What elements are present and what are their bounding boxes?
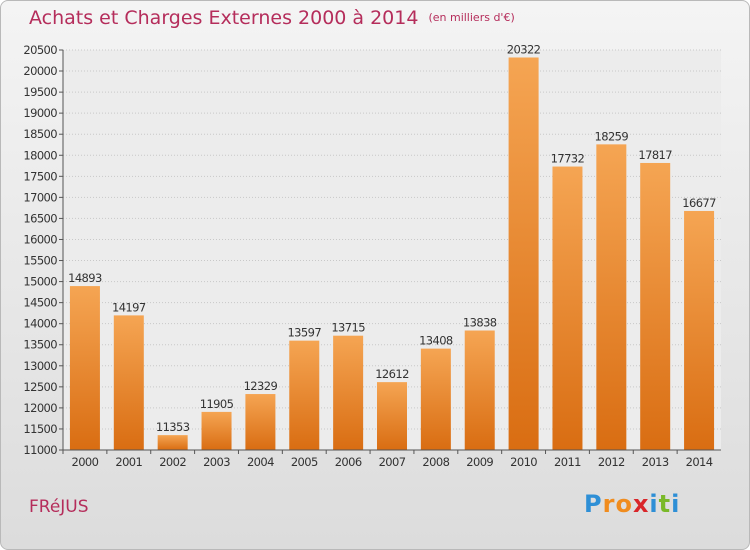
value-label: 14893 [68,271,102,285]
x-tick-label: 2004 [247,455,274,469]
logo-letter: o [615,490,633,518]
value-label: 14197 [112,300,146,314]
x-tick-label: 2000 [71,455,98,469]
bar [201,411,232,450]
value-label: 17817 [638,148,672,162]
y-axis-ticks: 11000 11500 12000 12500 13000 13500 14000 14500… [23,43,63,457]
x-tick-label: 2006 [335,455,362,469]
value-labels: 14893 14197 11353 11905 12329 13597 13715 12612… [68,42,717,434]
bar [640,162,671,450]
value-label: 11905 [200,397,234,411]
y-tick-label: 12000 [23,401,57,415]
bars [69,57,715,450]
bar [245,394,276,450]
bar [113,315,144,450]
y-tick-label: 15000 [23,275,57,289]
axes [62,50,721,451]
value-label: 17732 [551,152,585,166]
y-tick-label: 19000 [23,106,57,120]
proxiti-logo: Proxiti [584,490,680,518]
bar [596,144,627,450]
chart-subtitle: (en milliers d'€) [428,11,515,24]
logo-letter: i [671,490,681,518]
chart-title: Achats et Charges Externes 2000 à 2014 (e… [29,7,515,29]
y-tick-label: 12500 [23,380,57,394]
bar [377,382,407,450]
logo-letter: P [584,490,603,518]
x-tick-label: 2014 [686,455,713,469]
x-tick-label: 2008 [422,455,449,469]
chart-title-text: Achats et Charges Externes 2000 à 2014 [29,7,419,29]
y-tick-label: 19500 [23,85,57,99]
x-tick-label: 2005 [291,455,318,469]
y-tick-label: 13000 [23,359,57,373]
x-tick-label: 2011 [554,455,581,469]
y-tick-label: 14500 [23,296,57,310]
value-label: 13838 [463,316,497,330]
y-tick-label: 11500 [23,422,57,436]
value-label: 12612 [375,367,409,381]
y-tick-label: 15500 [23,254,57,268]
logo-letter: r [602,490,616,518]
value-label: 18259 [595,129,629,143]
x-tick-label: 2002 [159,455,186,469]
bar [157,435,188,450]
x-tick-label: 2007 [379,455,406,469]
value-label: 13597 [287,326,321,340]
y-tick-label: 18500 [23,127,57,141]
x-tick-label: 2003 [203,455,230,469]
location-name: FRéJUS [29,497,89,517]
bar [508,57,539,450]
logo-letter: t [658,490,672,518]
x-tick-label: 2001 [115,455,142,469]
y-tick-label: 20500 [23,43,57,57]
x-axis-ticks: 2000 2001 2002 2003 2004 2005 2006 2007 2008 2009… [62,450,713,469]
y-tick-label: 17500 [23,169,57,183]
bar [69,286,100,450]
x-tick-label: 2010 [510,455,537,469]
y-tick-label: 17000 [23,190,57,204]
y-tick-label: 16000 [23,232,57,246]
value-label: 12329 [244,379,278,393]
x-tick-label: 2013 [642,455,669,469]
value-label: 20322 [507,42,541,56]
x-tick-label: 2012 [598,455,625,469]
value-label: 11353 [156,420,190,434]
bar [289,340,320,450]
bar [420,348,451,450]
logo-letter: i [649,490,659,518]
y-tick-label: 11000 [23,443,57,457]
x-tick-label: 2009 [466,455,493,469]
bar [684,210,715,450]
bar [464,330,495,450]
y-tick-label: 18000 [23,148,57,162]
logo-letter: x [632,490,650,518]
value-label: 13715 [331,321,365,335]
y-tick-label: 20000 [23,64,57,78]
y-tick-label: 16500 [23,211,57,225]
value-label: 16677 [682,196,716,210]
y-tick-label: 14000 [23,317,57,331]
value-label: 13408 [419,334,453,348]
bar [333,335,364,450]
y-tick-label: 13500 [23,338,57,352]
bar [552,166,583,450]
